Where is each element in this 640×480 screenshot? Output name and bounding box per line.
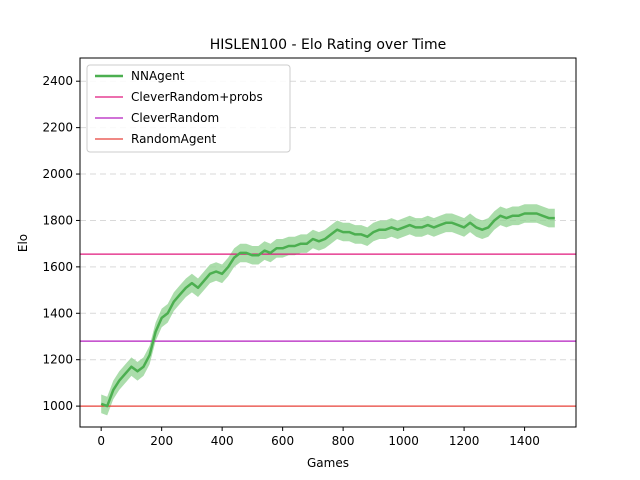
y-tick-label-1200: 1200	[42, 353, 73, 367]
x-tick-label-0: 0	[97, 434, 105, 448]
nnagent-confidence-band	[101, 204, 555, 416]
legend-label-cleverrandom-probs: CleverRandom+probs	[131, 90, 263, 104]
legend-box	[86, 64, 291, 153]
legend: NNAgent CleverRandom+probs CleverRandom Ran…	[86, 64, 291, 153]
chart-title: HISLEN100 - Elo Rating over Time	[210, 37, 447, 53]
x-tick-label-400: 400	[211, 434, 234, 448]
x-tick-label-1400: 1400	[509, 434, 540, 448]
x-tick-label-800: 800	[332, 434, 355, 448]
y-tick-label-1600: 1600	[42, 260, 73, 274]
legend-label-randomagent: RandomAgent	[131, 132, 216, 146]
legend-label-nnagent: NNAgent	[131, 69, 185, 83]
y-axis-label: Elo	[16, 234, 30, 252]
y-tick-label-1800: 1800	[42, 213, 73, 227]
nnagent-line	[100, 212, 555, 408]
x-axis-label: Games	[307, 456, 349, 470]
y-tick-label-1000: 1000	[42, 399, 73, 413]
x-tick-label-600: 600	[271, 434, 294, 448]
x-tick-label-200: 200	[150, 434, 173, 448]
x-tick-label-1000: 1000	[388, 434, 419, 448]
y-tick-label-2000: 2000	[42, 167, 73, 181]
plot-area: 0 200 400 600 800 1000 1200 1400 1000 1200 1400 160…	[42, 57, 577, 448]
y-tick-label-2400: 2400	[42, 74, 73, 88]
y-tick-label-1400: 1400	[42, 306, 73, 320]
x-tick-label-1200: 1200	[449, 434, 480, 448]
y-tick-label-2200: 2200	[42, 121, 73, 135]
axes-frame	[79, 57, 577, 428]
legend-label-cleverrandom: CleverRandom	[131, 111, 219, 125]
